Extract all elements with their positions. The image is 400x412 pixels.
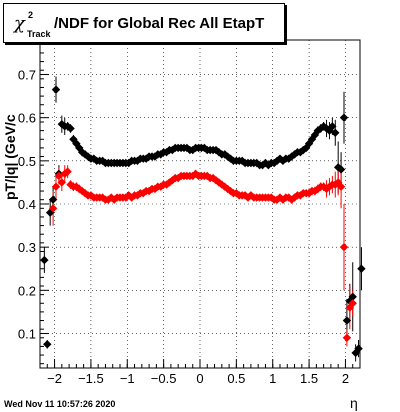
x-tick-label: −2 bbox=[47, 371, 62, 386]
error-bars bbox=[43, 76, 362, 362]
data-point bbox=[57, 178, 67, 187]
data-point bbox=[150, 152, 160, 161]
data-point bbox=[357, 264, 366, 273]
x-tick-label: 0.5 bbox=[227, 371, 245, 386]
y-tick-label: 0.1 bbox=[18, 326, 36, 341]
x-tick-label: −1.5 bbox=[78, 371, 104, 386]
data-point bbox=[304, 139, 314, 148]
y-tick-label: 0.4 bbox=[18, 197, 36, 212]
data-point bbox=[72, 139, 81, 148]
data-point bbox=[48, 195, 58, 204]
data-point bbox=[328, 122, 337, 131]
data-point bbox=[51, 85, 61, 94]
data-point bbox=[43, 340, 52, 349]
data-point bbox=[342, 333, 352, 342]
title-subscript: Track bbox=[27, 29, 51, 39]
x-tick-label: −1 bbox=[120, 371, 135, 386]
datestamp: Wed Nov 11 10:57:26 2020 bbox=[4, 399, 116, 409]
x-tick-label: 1 bbox=[269, 371, 276, 386]
data-point bbox=[252, 158, 261, 168]
data-point bbox=[339, 113, 349, 122]
data-point bbox=[278, 156, 288, 166]
data-point bbox=[66, 180, 75, 189]
data-point bbox=[339, 242, 349, 252]
chart-title-box: χ 2 Track /NDF for Global Rec All EtapT bbox=[3, 3, 285, 43]
data-point bbox=[258, 160, 267, 170]
axis-ticks bbox=[39, 43, 361, 368]
data-point bbox=[243, 193, 253, 202]
data-point bbox=[342, 316, 352, 325]
data-point bbox=[272, 156, 282, 166]
y-tick-label: 0.2 bbox=[18, 283, 36, 298]
data-markers bbox=[40, 85, 366, 358]
y-tick-label: 0.6 bbox=[18, 111, 36, 126]
data-point bbox=[66, 124, 75, 133]
x-axis-label: η bbox=[350, 395, 358, 411]
title-chi-symbol: χ bbox=[14, 13, 25, 34]
data-point bbox=[48, 204, 58, 213]
data-point bbox=[211, 176, 221, 185]
data-point bbox=[51, 182, 61, 191]
x-tick-label: −0.5 bbox=[151, 371, 177, 386]
data-point bbox=[336, 165, 346, 174]
x-tick-label: 0 bbox=[196, 371, 203, 386]
chart-grid bbox=[40, 40, 360, 368]
data-point bbox=[336, 182, 346, 191]
data-point bbox=[98, 156, 107, 166]
data-point bbox=[63, 167, 72, 176]
data-point bbox=[40, 255, 49, 265]
data-point bbox=[354, 344, 363, 353]
x-tick-label: 2 bbox=[342, 371, 349, 386]
tick-labels: −2 −1.5 −1 −0.5 0 0.5 1 1.5 2 0.1 0.2 0.3 0.4 0.5 0.6 0… bbox=[18, 68, 349, 386]
x-tick-label: 1.5 bbox=[300, 371, 318, 386]
y-axis-label: pT/|q| (GeV/c bbox=[2, 114, 18, 200]
data-point bbox=[214, 178, 224, 187]
title-superscript: 2 bbox=[28, 10, 34, 20]
data-point bbox=[57, 119, 67, 129]
data-point bbox=[348, 299, 357, 308]
data-point bbox=[217, 180, 227, 189]
chart-title: /NDF for Global Rec All EtapT bbox=[54, 15, 265, 32]
data-point bbox=[69, 135, 78, 144]
y-tick-label: 0.5 bbox=[18, 154, 36, 169]
data-point bbox=[348, 292, 357, 301]
data-point bbox=[182, 143, 192, 153]
y-tick-label: 0.7 bbox=[18, 68, 36, 83]
y-tick-label: 0.3 bbox=[18, 240, 36, 255]
data-point bbox=[331, 128, 340, 137]
